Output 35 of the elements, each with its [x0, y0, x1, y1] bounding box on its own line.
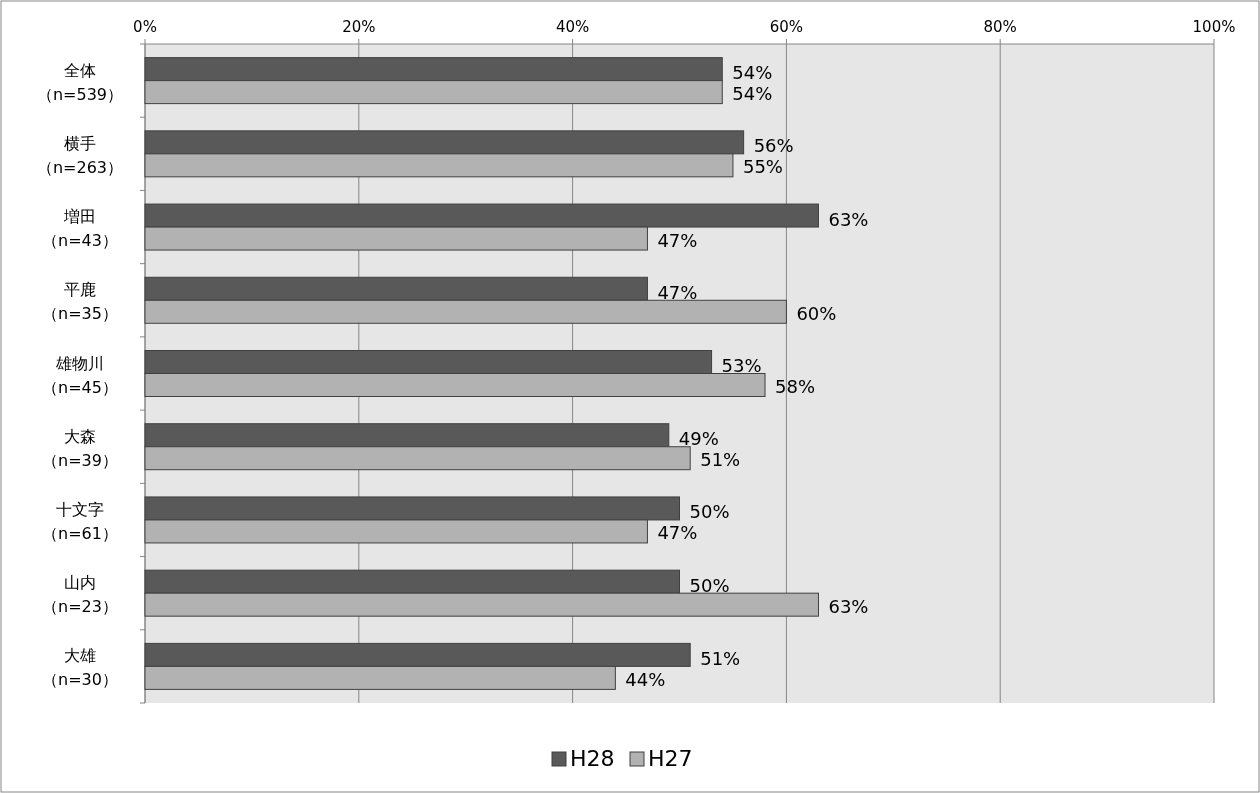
data-label: 54% — [732, 62, 773, 84]
x-tick-label: 100% — [1192, 18, 1236, 36]
x-tick-label: 80% — [983, 18, 1017, 36]
y-tick-label: 平鹿（n=35） — [42, 280, 118, 324]
data-label: 47% — [657, 229, 698, 251]
data-label: 50% — [689, 574, 730, 596]
data-label: 56% — [753, 135, 794, 157]
legend-label: H27 — [648, 746, 693, 771]
x-tick-label: 20% — [342, 18, 376, 36]
x-tick-label: 60% — [769, 18, 804, 36]
data-label: 44% — [625, 668, 666, 690]
y-tick-label: 横手（n=263） — [36, 133, 124, 177]
data-label: 55% — [742, 156, 783, 178]
y-tick-label: 十文字（n=61） — [42, 499, 118, 543]
legend-label: H28 — [570, 746, 615, 771]
y-tick-label: 雄物川（n=45） — [42, 353, 118, 397]
data-label: 47% — [657, 281, 698, 303]
x-tick-label: 40% — [555, 18, 590, 36]
x-tick-label: 0% — [133, 18, 157, 36]
data-label: 63% — [828, 595, 869, 617]
data-label: 54% — [732, 83, 773, 105]
data-label: 53% — [721, 355, 762, 376]
y-tick-label: 大雄（n=30） — [42, 646, 118, 690]
data-label: 60% — [796, 302, 837, 324]
data-label: 50% — [689, 501, 730, 523]
data-label: 63% — [828, 208, 869, 230]
y-tick-label: 大森（n=39） — [42, 426, 118, 470]
y-tick-label: 山内（n=23） — [42, 573, 118, 617]
y-tick-label: 全体（n=539） — [36, 60, 124, 104]
data-label: 49% — [678, 428, 719, 450]
y-tick-label: 増田（n=43） — [42, 207, 118, 251]
data-label: 51% — [700, 449, 741, 471]
data-label: 51% — [700, 647, 741, 669]
data-label: 58% — [775, 376, 816, 397]
data-label: 47% — [657, 522, 698, 544]
